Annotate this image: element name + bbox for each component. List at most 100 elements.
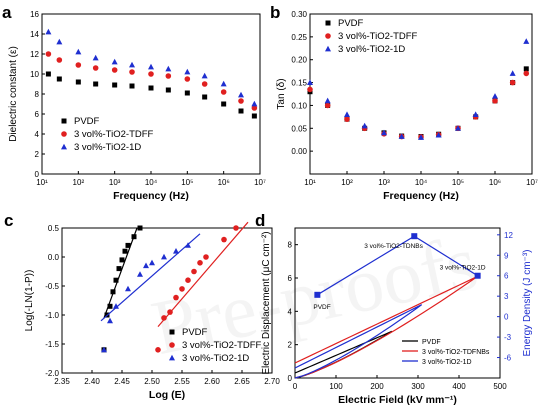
plot-frame xyxy=(61,227,273,374)
y2-tick-label: 3 xyxy=(504,292,509,301)
data-point xyxy=(324,102,331,109)
data-point xyxy=(92,65,99,71)
data-point xyxy=(220,80,227,87)
x-tick-label: 2.50 xyxy=(144,377,160,386)
data-point xyxy=(251,100,258,107)
data-point xyxy=(179,286,185,292)
data-point xyxy=(75,48,82,55)
x-axis-label: Electric Field (kV mm⁻¹) xyxy=(338,394,457,406)
data-point xyxy=(185,242,191,248)
data-point xyxy=(137,225,143,231)
data-point xyxy=(398,133,405,139)
data-point xyxy=(45,28,52,35)
data-point xyxy=(184,90,190,96)
data-point xyxy=(45,51,52,57)
y-tick-label: 12 xyxy=(30,50,39,59)
data-point xyxy=(56,76,62,82)
y-tick-label: 0.15 xyxy=(291,79,307,88)
y-axis-label: Electric Displacement (μC cm⁻²) xyxy=(261,231,272,374)
data-point xyxy=(119,257,125,263)
y-tick-label: 8 xyxy=(35,90,40,99)
fit-line xyxy=(103,227,138,319)
data-point xyxy=(523,66,529,72)
data-point xyxy=(324,97,331,104)
data-point xyxy=(173,248,179,254)
legend-marker xyxy=(325,33,331,39)
data-point xyxy=(149,259,155,266)
x-tick-label: 300 xyxy=(411,382,425,391)
data-point xyxy=(165,87,171,93)
x-tick-label: 10⁶ xyxy=(218,178,230,187)
series-1 xyxy=(155,221,249,353)
y2-tick-label: 6 xyxy=(504,272,509,281)
x-tick-label: 10² xyxy=(341,178,353,187)
y-tick-label: 0 xyxy=(288,374,293,383)
data-point xyxy=(129,83,135,89)
y-tick-label: 0.0 xyxy=(48,253,60,262)
data-point xyxy=(113,277,119,283)
data-point xyxy=(111,67,118,73)
data-point xyxy=(56,38,63,45)
x-tick-label: 10⁵ xyxy=(452,178,464,187)
legend: PVDF 3 vol%-TiO2-TDFF 3 vol%-TiO2-1D xyxy=(61,116,154,153)
legend-label: 3 vol%-TiO2-1D xyxy=(74,142,141,153)
data-point xyxy=(148,71,154,77)
x-tick-label: 2.40 xyxy=(84,377,100,386)
y2-axis-label: Energy Density (J cm⁻³) xyxy=(522,250,533,357)
y-tick-label: 0.05 xyxy=(291,124,307,133)
data-point xyxy=(129,61,136,68)
y-tick-label: -0.5 xyxy=(45,282,59,291)
panel-letter: b xyxy=(270,3,280,22)
data-point xyxy=(509,79,516,86)
data-point xyxy=(113,303,119,309)
y-tick-label: 2 xyxy=(288,341,293,350)
data-point xyxy=(125,285,131,292)
data-point xyxy=(56,57,63,63)
y-tick-label: -2.0 xyxy=(45,369,59,378)
y-tick-label: 4 xyxy=(288,307,293,316)
x-tick-label: 10⁵ xyxy=(181,178,193,187)
data-point xyxy=(472,111,479,117)
data-point xyxy=(155,347,161,353)
data-point xyxy=(220,89,227,95)
x-tick-label: 100 xyxy=(329,382,343,391)
data-point xyxy=(197,260,203,266)
data-point xyxy=(148,85,154,91)
fit-line xyxy=(157,221,249,327)
y-tick-label: 14 xyxy=(30,30,39,39)
y-axis-label: Tan (δ) xyxy=(276,78,287,109)
series-0 xyxy=(101,225,143,353)
x-tick-label: 10⁶ xyxy=(489,178,501,187)
y-tick-label: 0 xyxy=(35,170,40,179)
x-axis-label: Log (E) xyxy=(149,389,185,401)
data-point xyxy=(344,111,350,117)
legend: PVDF 3 vol%-TiO2-TDFF 3 vol%-TiO2-1D xyxy=(325,18,418,55)
data-point xyxy=(381,129,387,136)
data-point xyxy=(307,79,313,85)
data-point xyxy=(509,70,516,76)
y2-tick-label: 9 xyxy=(504,251,509,260)
x-tick-label: 10¹ xyxy=(304,178,316,187)
legend-marker xyxy=(61,131,67,137)
y-tick-label: 0.10 xyxy=(291,101,307,110)
data-point xyxy=(201,81,208,87)
data-point xyxy=(251,105,258,111)
energy-point-label: PVDF xyxy=(313,304,330,311)
chart-panel-d: d 0 100 200 300 400 500 0 2 4 6 8 Electric Field (kV… xyxy=(255,211,533,406)
y-axis-label: Log(-LN(1-P)) xyxy=(24,270,35,332)
x-tick-label: 10³ xyxy=(378,178,390,187)
data-point xyxy=(131,234,137,240)
series-2 xyxy=(100,233,201,353)
y-tick-label: 0.20 xyxy=(291,56,307,65)
legend-marker xyxy=(325,45,331,52)
data-point xyxy=(361,122,368,129)
x-tick-label: 2.65 xyxy=(234,377,250,386)
legend-label: PVDF xyxy=(422,339,441,346)
y-tick-label: 0.25 xyxy=(291,33,307,42)
x-tick-label: 2.55 xyxy=(174,377,190,386)
x-tick-label: 0 xyxy=(293,382,298,391)
y-tick-label: 0.5 xyxy=(48,224,60,233)
x-tick-label: 2.60 xyxy=(204,377,220,386)
data-point xyxy=(221,101,227,107)
x-tick-label: 10⁴ xyxy=(415,178,428,187)
